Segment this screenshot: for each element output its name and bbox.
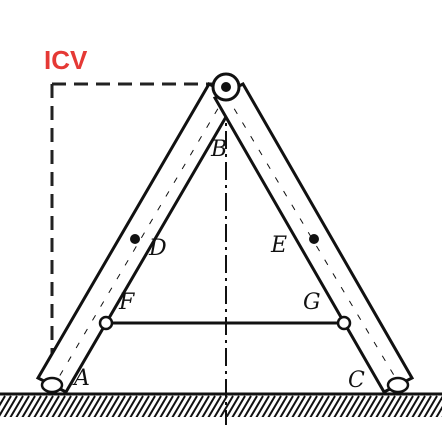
hatch-stroke xyxy=(369,395,384,417)
hatch-stroke xyxy=(411,395,426,417)
hatch-stroke xyxy=(429,395,442,417)
hinge-pin xyxy=(221,82,231,92)
hatch-stroke xyxy=(93,395,108,417)
label-b: B xyxy=(210,137,227,162)
hatch-stroke xyxy=(225,395,240,417)
hatch-stroke xyxy=(375,395,390,417)
hatch-stroke xyxy=(51,395,66,417)
pin-f-marker xyxy=(98,315,114,331)
hatch-stroke xyxy=(405,395,420,417)
hatch-stroke xyxy=(417,395,432,417)
ground-hatching xyxy=(0,395,442,417)
hatch-stroke xyxy=(249,395,264,417)
point-labels: A B C D E F G xyxy=(72,137,365,393)
tie-rod xyxy=(98,315,352,331)
label-g: G xyxy=(303,290,321,315)
label-e: E xyxy=(270,233,287,258)
ground xyxy=(0,392,442,417)
hatch-stroke xyxy=(45,395,60,417)
hatch-stroke xyxy=(321,395,336,417)
hatch-stroke xyxy=(135,395,150,417)
hatch-stroke xyxy=(285,395,300,417)
hatch-stroke xyxy=(27,395,42,417)
hatch-stroke xyxy=(207,395,222,417)
hatch-stroke xyxy=(255,395,270,417)
hatch-stroke xyxy=(21,395,36,417)
hatch-stroke xyxy=(237,395,252,417)
icv-construction xyxy=(50,82,218,380)
hatch-stroke xyxy=(147,395,162,417)
hatch-stroke xyxy=(297,395,312,417)
hatch-stroke xyxy=(309,395,324,417)
hatch-stroke xyxy=(393,395,408,417)
hatch-stroke xyxy=(33,395,48,417)
hatch-stroke xyxy=(303,395,318,417)
hatch-stroke xyxy=(0,395,12,417)
hatch-stroke xyxy=(177,395,192,417)
hatch-stroke xyxy=(333,395,348,417)
hatch-stroke xyxy=(153,395,168,417)
hinge-b xyxy=(211,72,241,102)
hatch-stroke xyxy=(399,395,414,417)
hatch-stroke xyxy=(213,395,228,417)
hatch-stroke xyxy=(87,395,102,417)
hatch-stroke xyxy=(261,395,276,417)
hatch-stroke xyxy=(357,395,372,417)
hatch-stroke xyxy=(219,395,234,417)
hatch-stroke xyxy=(195,395,210,417)
hatch-stroke xyxy=(267,395,282,417)
label-c: C xyxy=(348,368,365,393)
hatch-stroke xyxy=(423,395,438,417)
hatch-stroke xyxy=(75,395,90,417)
hatch-stroke xyxy=(201,395,216,417)
hatch-stroke xyxy=(171,395,186,417)
hatch-stroke xyxy=(99,395,114,417)
hatch-stroke xyxy=(231,395,246,417)
hatch-stroke xyxy=(351,395,366,417)
hatch-stroke xyxy=(327,395,342,417)
hatch-stroke xyxy=(39,395,54,417)
hatch-stroke xyxy=(111,395,126,417)
hatch-stroke xyxy=(81,395,96,417)
hatch-stroke xyxy=(339,395,354,417)
right-leg-foot xyxy=(386,376,410,394)
left-leg-foot xyxy=(40,376,64,394)
hatch-stroke xyxy=(123,395,138,417)
hatch-stroke xyxy=(129,395,144,417)
hatch-stroke xyxy=(0,395,6,407)
hatch-stroke xyxy=(63,395,78,417)
label-d: D xyxy=(148,236,167,261)
hatch-stroke xyxy=(435,405,442,417)
hatch-stroke xyxy=(159,395,174,417)
label-a: A xyxy=(72,366,90,391)
hatch-stroke xyxy=(291,395,306,417)
hatch-stroke xyxy=(279,395,294,417)
hatch-stroke xyxy=(141,395,156,417)
hatch-stroke xyxy=(273,395,288,417)
hatch-stroke xyxy=(345,395,360,417)
label-f: F xyxy=(118,290,135,315)
hatch-stroke xyxy=(105,395,120,417)
hatch-stroke xyxy=(243,395,258,417)
point-d-marker xyxy=(130,234,140,244)
hatch-stroke xyxy=(189,395,204,417)
point-e-marker xyxy=(309,234,319,244)
hatch-stroke xyxy=(117,395,132,417)
hatch-stroke xyxy=(9,395,24,417)
hatch-stroke xyxy=(3,395,18,417)
hatch-stroke xyxy=(69,395,84,417)
hatch-stroke xyxy=(381,395,396,417)
hatch-stroke xyxy=(57,395,72,417)
pin-g-marker xyxy=(336,315,352,331)
hatch-stroke xyxy=(387,395,402,417)
left-leg-centerline xyxy=(55,94,227,383)
icv-label: ICV xyxy=(44,45,88,75)
hatch-stroke xyxy=(183,395,198,417)
hatch-stroke xyxy=(165,395,180,417)
hatch-stroke xyxy=(15,395,30,417)
hatch-stroke xyxy=(315,395,330,417)
hatch-stroke xyxy=(363,395,378,417)
